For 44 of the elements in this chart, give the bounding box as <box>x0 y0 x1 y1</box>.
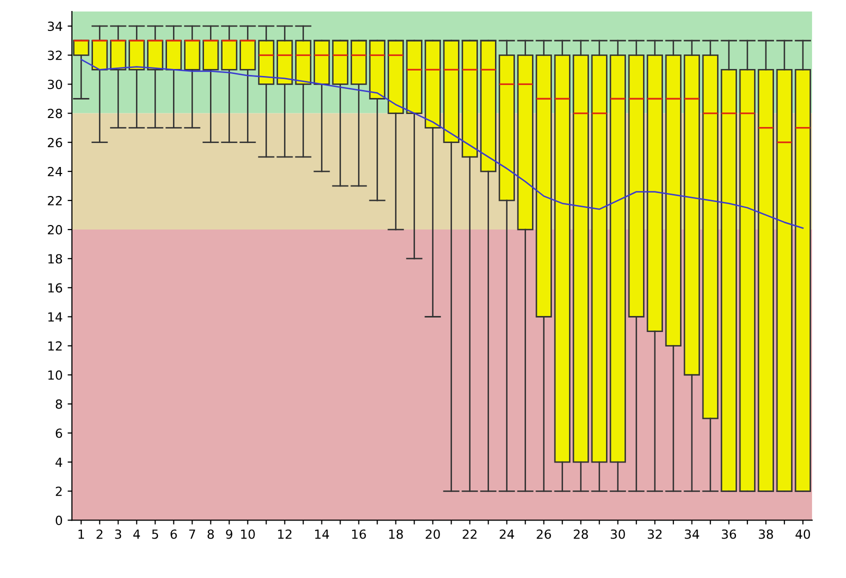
y-tick-label: 18 <box>48 254 62 264</box>
x-tick-label: 12 <box>278 529 292 539</box>
x-tick-label: 14 <box>315 530 329 539</box>
x-tick-label: 4 <box>133 530 140 539</box>
y-tick-label: 8 <box>56 399 62 409</box>
y-tick-label: 30 <box>48 80 62 90</box>
x-tick-label: 7 <box>189 530 196 539</box>
x-tick-label: 3 <box>115 529 122 539</box>
x-tick-label: 5 <box>152 530 158 539</box>
y-tick-label: 34 <box>48 22 62 32</box>
x-tick-label: 28 <box>574 529 588 539</box>
x-tick-label: 18 <box>389 529 403 539</box>
y-tick-label: 24 <box>48 166 62 176</box>
x-tick-label: 20 <box>426 529 440 539</box>
x-tick-label: 40 <box>796 529 810 539</box>
x-tick-label: 10 <box>241 529 255 539</box>
y-tick-label: 4 <box>56 458 62 467</box>
y-tick-label: 12 <box>48 341 62 351</box>
y-tick-label: 2 <box>56 486 62 496</box>
x-tick-label: 36 <box>722 529 736 539</box>
y-tick-label: 32 <box>48 50 62 60</box>
x-tick-label: 9 <box>226 529 232 539</box>
x-tick-label: 8 <box>208 529 214 539</box>
x-tick-label: 6 <box>170 529 177 539</box>
x-tick-label: 34 <box>684 529 700 539</box>
y-tick-label: 16 <box>48 283 62 293</box>
x-tick-label: 32 <box>648 529 662 539</box>
x-tick-label: 38 <box>758 529 773 539</box>
y-tick-label: 0 <box>56 516 62 526</box>
y-tick-label: 26 <box>48 138 62 148</box>
x-tick-label: 24 <box>500 529 514 539</box>
x-tick-label: 16 <box>352 529 366 539</box>
y-tick-label: 28 <box>48 108 62 118</box>
y-tick-label: 6 <box>56 428 62 438</box>
y-tick-label: 22 <box>48 196 62 206</box>
y-tick-label: 20 <box>48 225 62 234</box>
x-tick-label: 2 <box>96 529 102 539</box>
line-series <box>80 58 804 229</box>
x-tick-label: 1 <box>78 530 84 539</box>
y-tick-label: 10 <box>48 370 62 380</box>
x-tick-label: 22 <box>462 529 476 539</box>
y-tick-label: 14 <box>48 312 62 322</box>
x-tick-label: 26 <box>536 529 551 539</box>
x-tick-label: 30 <box>610 529 625 539</box>
